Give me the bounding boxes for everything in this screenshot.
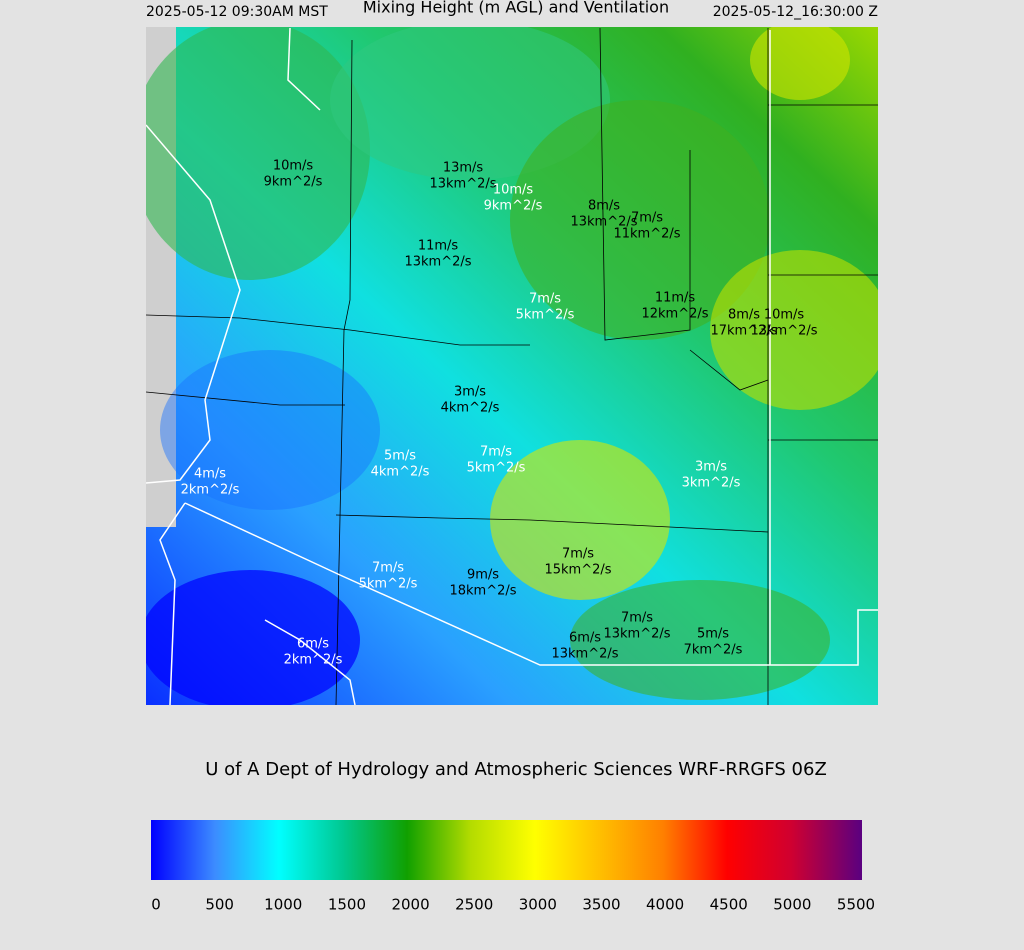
colorbar-tick-label: 5000 (773, 896, 811, 914)
wind-speed: 11m/s (655, 291, 696, 306)
wind-speed: 9m/s (467, 568, 499, 583)
footer-credit: U of A Dept of Hydrology and Atmospheric… (205, 759, 827, 780)
wind-speed: 5m/s (697, 627, 729, 642)
field-patch (490, 440, 670, 600)
wind-speed: 13m/s (443, 161, 484, 176)
state-borders (146, 27, 878, 705)
ventilation: 13km^2/s (570, 215, 637, 230)
title: Mixing Height (m AGL) and Ventilation (363, 0, 669, 17)
ventilation: 18km^2/s (449, 584, 516, 599)
colorbar-tick-label: 2500 (455, 896, 493, 914)
ventilation: 7km^2/s (684, 643, 743, 658)
ventilation: 3km^2/s (682, 476, 741, 491)
wind-speed: 7m/s (621, 611, 653, 626)
colorbar-tick-label: 4000 (646, 896, 684, 914)
field-patch (510, 100, 770, 340)
wind-speed: 6m/s (569, 631, 601, 646)
ventilation: 11km^2/s (613, 227, 680, 242)
ventilation: 9km^2/s (484, 199, 543, 214)
ventilation: 2km^2/s (181, 483, 240, 498)
header: 2025-05-12 09:30AM MST Mixing Height (m … (146, 0, 878, 20)
ventilation: 4km^2/s (371, 465, 430, 480)
wind-speed: 3m/s (695, 460, 727, 475)
colorbar-tick-label: 2000 (391, 896, 429, 914)
wind-speed: 7m/s (529, 292, 561, 307)
wind-speed: 7m/s (562, 547, 594, 562)
ventilation: 13km^2/s (551, 647, 618, 662)
wind-speed: 7m/s (372, 561, 404, 576)
field-patch (710, 250, 878, 410)
ventilation: 4km^2/s (441, 401, 500, 416)
local-time: 2025-05-12 09:30AM MST (146, 4, 328, 20)
wind-speed: 10m/s (764, 308, 805, 323)
colorbar-tick-label: 5500 (837, 896, 875, 914)
wind-speed: 3m/s (454, 385, 486, 400)
ventilation: 13km^2/s (750, 324, 817, 339)
wind-speed: 6m/s (297, 637, 329, 652)
wind-speed: 10m/s (493, 183, 534, 198)
colorbar-tick-label: 0 (151, 896, 161, 914)
ventilation: 15km^2/s (544, 563, 611, 578)
ventilation: 13km^2/s (429, 177, 496, 192)
ventilation: 5km^2/s (516, 308, 575, 323)
colorbar-tick-label: 1000 (264, 896, 302, 914)
colorbar-tick-label: 500 (205, 896, 234, 914)
ventilation: 12km^2/s (641, 307, 708, 322)
utc-time: 2025-05-12_16:30:00 Z (713, 4, 878, 20)
borders (146, 27, 878, 705)
wind-speed: 4m/s (194, 467, 226, 482)
wind-speed: 5m/s (384, 449, 416, 464)
colorbar-tick-label: 3500 (582, 896, 620, 914)
wind-speed: 8m/s (728, 308, 760, 323)
field-patch (160, 350, 380, 510)
wind-speed: 8m/s (588, 199, 620, 214)
field-patch (330, 27, 610, 180)
wind-speed: 7m/s (631, 211, 663, 226)
colorbar-tick-label: 4500 (710, 896, 748, 914)
field-patch (750, 27, 850, 100)
ventilation: 9km^2/s (264, 175, 323, 190)
ventilation: 2km^2/s (284, 653, 343, 668)
colorbar-tick-label: 3000 (519, 896, 557, 914)
ventilation: 13km^2/s (603, 627, 670, 642)
wind-speed: 11m/s (418, 239, 459, 254)
ventilation: 13km^2/s (404, 255, 471, 270)
wind-speed: 10m/s (273, 159, 314, 174)
ventilation: 5km^2/s (467, 461, 526, 476)
wind-speed: 7m/s (480, 445, 512, 460)
field-patch (146, 27, 370, 280)
colorbar-tick-label: 1500 (328, 896, 366, 914)
ventilation: 5km^2/s (359, 577, 418, 592)
colorbar (151, 820, 862, 880)
field-patch (570, 580, 830, 700)
field-patch (146, 570, 360, 705)
ventilation: 17km^2/s (710, 324, 777, 339)
